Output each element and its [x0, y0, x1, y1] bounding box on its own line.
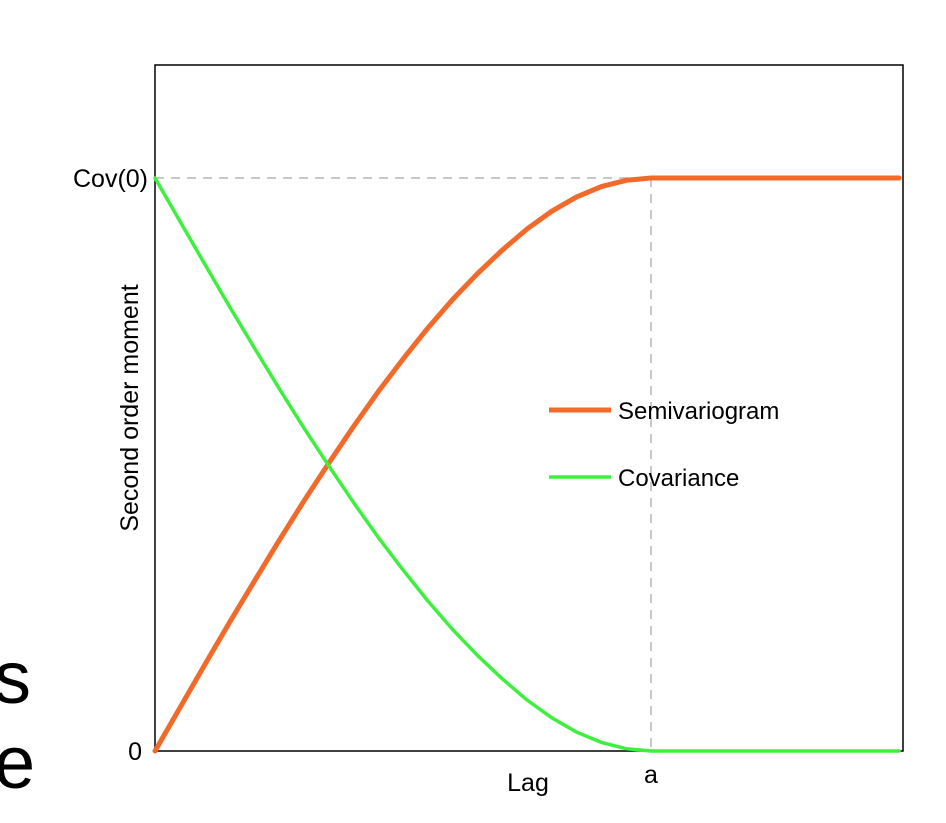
- y-tick-label-cov0: Cov(0): [73, 165, 148, 193]
- series-line-covariance: [153, 176, 901, 753]
- series-layer: [152, 175, 902, 754]
- background-text-line-2: e: [0, 721, 35, 804]
- y-axis-label: Second order moment: [116, 284, 144, 531]
- x-axis-label: Lag: [507, 769, 549, 797]
- legend-label-semivariogram: Semivariogram: [618, 398, 779, 425]
- series-line-semivariogram: [152, 175, 902, 754]
- x-tick-label-a: a: [644, 761, 658, 789]
- background-text-line-1: s: [0, 636, 31, 719]
- legend-label-covariance: Covariance: [618, 465, 739, 492]
- plot-area-frame: [154, 64, 904, 752]
- y-tick-label-zero: 0: [128, 738, 142, 766]
- legend: Semivariogram Covariance: [549, 398, 779, 492]
